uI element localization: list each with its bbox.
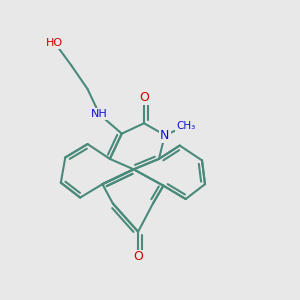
- Text: NH: NH: [91, 109, 108, 119]
- Text: N: N: [160, 129, 170, 142]
- Text: O: O: [139, 92, 149, 104]
- Text: HO: HO: [46, 38, 64, 48]
- Text: O: O: [133, 250, 143, 263]
- Text: CH₃: CH₃: [176, 121, 195, 131]
